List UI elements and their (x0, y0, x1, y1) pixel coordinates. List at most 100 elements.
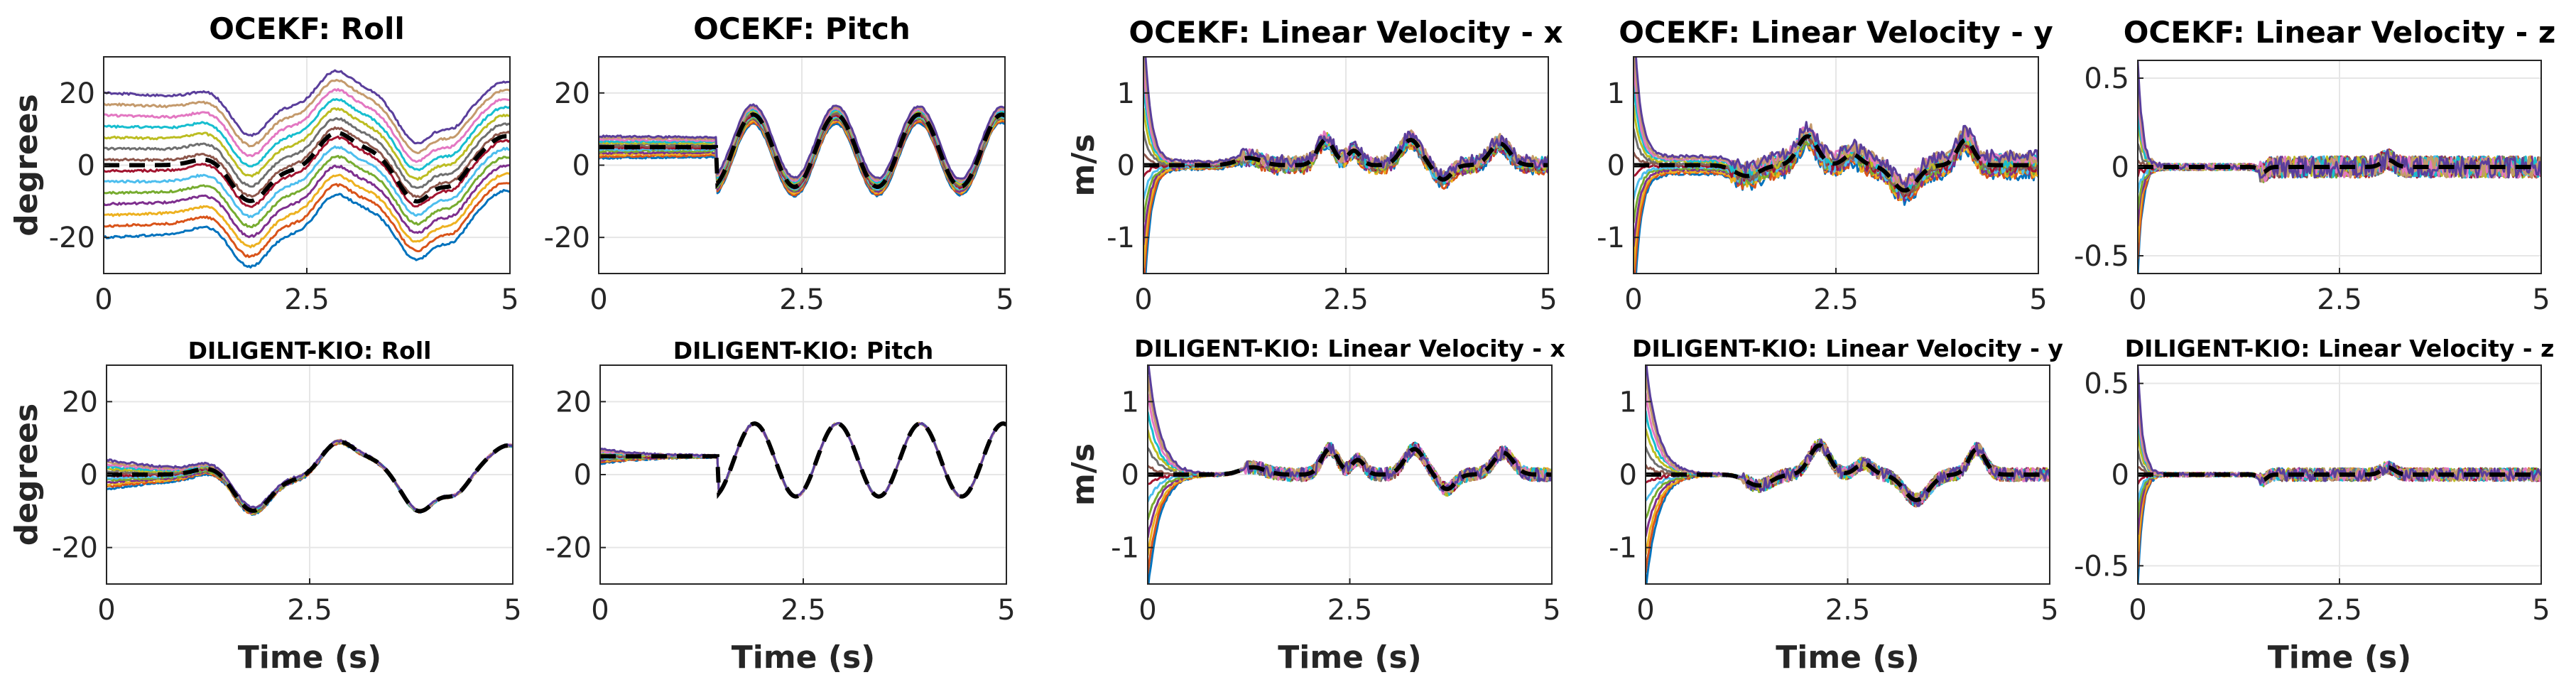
x-tick-label: 5 (997, 594, 1015, 627)
x-tick-label: 0 (1134, 283, 1152, 316)
x-tick-label: 0 (94, 283, 112, 316)
x-tick-label: 2.5 (2317, 283, 2362, 316)
chart-panel: -20 0 20 0 2.5 5 OCEKF: Roll degrees (9, 11, 519, 316)
chart-panel: -1 0 1 0 2.5 5 DILIGENT-KIO: Linear Velocity -… (1065, 335, 1565, 676)
series-line-run-14 (104, 69, 510, 145)
x-tick-label: 5 (1543, 594, 1560, 627)
y-axis-label: m/s (1065, 134, 1102, 196)
y-tick-label: 0.5 (2084, 368, 2129, 401)
y-tick-label: 1 (1117, 77, 1135, 110)
x-axis-label: Time (s) (2268, 639, 2412, 676)
y-tick-label: 0 (1121, 459, 1139, 492)
x-tick-label: 0 (1636, 594, 1654, 627)
series-group (599, 103, 1005, 198)
y-tick-label: 1 (1619, 386, 1637, 418)
y-tick-label: -20 (544, 222, 590, 254)
series-line-run-11 (104, 98, 510, 171)
series-group (1143, 57, 1548, 274)
x-tick-label: 0 (1138, 594, 1156, 627)
series-group (1148, 365, 1552, 584)
series-group (107, 438, 513, 516)
x-tick-label: 5 (1539, 283, 1557, 316)
series-line-run-14 (2138, 61, 2541, 179)
chart-title: OCEKF: Linear Velocity - y (1619, 15, 2053, 50)
x-tick-label: 5 (996, 283, 1013, 316)
y-tick-label: 0 (1607, 150, 1625, 183)
series-line-run-14 (1148, 365, 1552, 492)
x-tick-label: 0 (1624, 283, 1642, 316)
series-line-run-14 (1144, 57, 1548, 183)
y-tick-label: -20 (52, 532, 98, 565)
x-tick-label: 2.5 (1327, 594, 1373, 627)
x-axis-label: Time (s) (238, 639, 382, 676)
x-tick-label: 2.5 (1825, 594, 1871, 627)
y-tick-label: 0 (574, 459, 592, 492)
x-tick-label: 5 (504, 594, 521, 627)
chart-panel: -1 0 1 0 2.5 5 DILIGENT-KIO: Linear Velocity -… (1609, 335, 2063, 676)
x-axis-label: Time (s) (732, 639, 876, 676)
y-tick-label: -1 (1597, 222, 1625, 254)
x-tick-label: 5 (2532, 594, 2550, 627)
x-tick-label: 0 (2129, 283, 2146, 316)
ground-truth-line (107, 440, 513, 514)
series-group (1646, 365, 2050, 584)
chart-title: OCEKF: Pitch (693, 11, 911, 46)
series-line-run-5 (104, 155, 510, 229)
x-tick-label: 0 (97, 594, 115, 627)
y-tick-label: 1 (1607, 77, 1625, 110)
chart-panel: -20 0 20 0 2.5 5 DILIGENT-KIO: Roll degrees Time… (9, 337, 522, 676)
series-line-run-1 (104, 188, 510, 269)
y-tick-label: 0 (572, 150, 590, 183)
y-tick-label: 0.5 (2084, 63, 2129, 95)
series-group (2138, 366, 2541, 584)
x-tick-label: 0 (591, 594, 609, 627)
series-line-run-3 (104, 172, 510, 249)
chart-panel: -1 0 1 0 2.5 5 OCEKF: Linear Velocity - y (1597, 15, 2053, 316)
y-tick-label: 1 (1121, 386, 1139, 418)
y-tick-label: 0 (1619, 459, 1637, 492)
series-group (2138, 61, 2541, 274)
chart-panel: -1 0 1 0 2.5 5 OCEKF: Linear Velocity - x m/s (1065, 15, 1563, 316)
y-axis-label: degrees (9, 94, 45, 236)
chart-title: DILIGENT-KIO: Linear Velocity - y (1632, 335, 2063, 362)
series-line-run-10 (104, 107, 510, 181)
y-tick-label: -20 (545, 532, 592, 565)
chart-title: DILIGENT-KIO: Pitch (673, 337, 934, 364)
y-tick-label: 20 (62, 386, 98, 418)
y-tick-label: 0 (77, 150, 95, 183)
series-line-run-9 (104, 117, 510, 189)
series-line-run-4 (104, 163, 510, 239)
x-tick-label: 2.5 (1813, 283, 1859, 316)
x-tick-label: 0 (589, 283, 607, 316)
y-tick-label: -0.5 (2074, 240, 2129, 273)
y-tick-label: -1 (1111, 532, 1139, 565)
y-tick-label: 20 (59, 77, 95, 110)
series-line-run-8 (104, 126, 510, 198)
x-tick-label: 5 (2029, 283, 2047, 316)
y-tick-label: -20 (49, 222, 95, 254)
x-tick-label: 2.5 (1323, 283, 1369, 316)
y-tick-label: 20 (555, 386, 592, 418)
chart-panel: -20 0 20 0 2.5 5 DILIGENT-KIO: Pitch Time (s) (545, 337, 1016, 676)
series-line-run-6 (104, 145, 510, 219)
y-axis-label: degrees (9, 404, 45, 546)
series-line-run-13 (104, 79, 510, 154)
y-tick-label: 0 (1117, 150, 1135, 183)
x-tick-label: 2.5 (287, 594, 332, 627)
chart-title: DILIGENT-KIO: Linear Velocity - z (2125, 335, 2555, 362)
series-line-run-14 (1634, 57, 2038, 190)
y-axis-label: m/s (1065, 443, 1102, 506)
ground-truth-line (2138, 465, 2541, 482)
x-tick-label: 5 (501, 283, 518, 316)
y-tick-label: 0 (2112, 151, 2129, 184)
y-tick-label: 20 (554, 77, 590, 110)
chart-title: DILIGENT-KIO: Linear Velocity - x (1134, 335, 1565, 362)
chart-title: OCEKF: Linear Velocity - z (2124, 15, 2556, 50)
x-tick-label: 2.5 (2317, 594, 2362, 627)
x-axis-label: Time (s) (1278, 639, 1422, 676)
chart-title: DILIGENT-KIO: Roll (188, 337, 432, 364)
x-tick-label: 5 (2040, 594, 2058, 627)
